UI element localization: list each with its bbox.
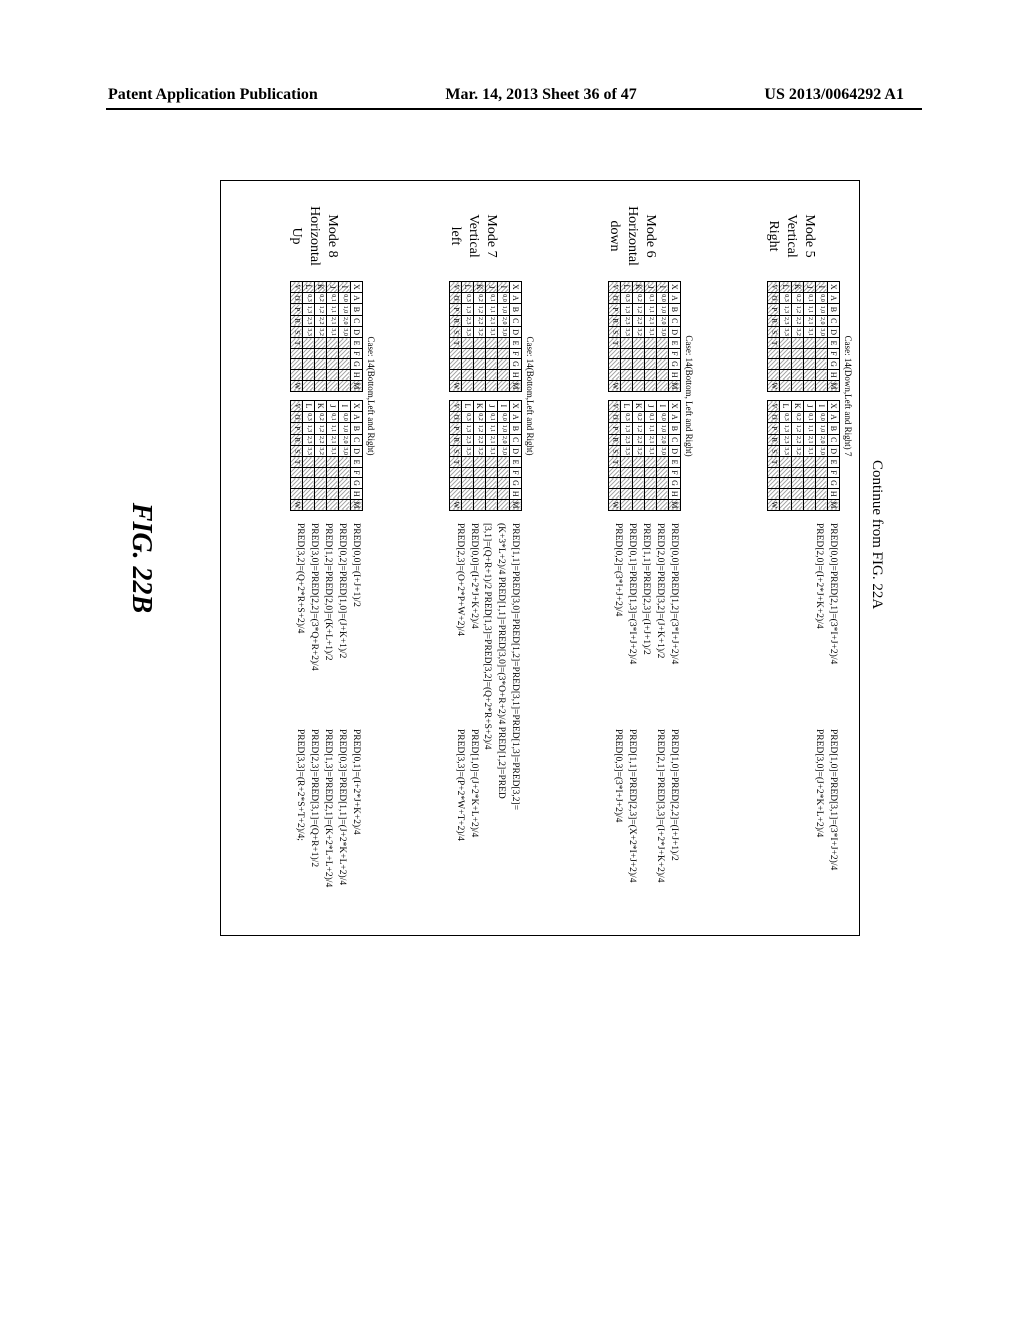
formulas-block: PRED[0,0]=PRED[2,1]=(3*I+J+2)/4PRED[1,0]… <box>812 511 853 925</box>
header-left: Patent Application Publication <box>108 86 318 104</box>
prediction-grid: XABCDEFGHMI0,01,02,03,0J0,11,12,13,1K0,2… <box>290 400 363 511</box>
prediction-grid: XABCDEFGHMI0,01,02,03,0J0,11,12,13,1K0,2… <box>449 400 522 511</box>
case-label: Case: 14(Bottom,Left and Right) <box>524 281 535 511</box>
mode-label: Mode 7Verticalleft <box>445 191 535 281</box>
continue-label: Continue from FIG. 22A <box>868 460 885 609</box>
prediction-grid: XABCDEFGHMI0,01,02,03,0J0,11,12,13,1K0,2… <box>608 400 681 511</box>
mode-row: Mode 5VerticalRightCase: 14(Down,Left an… <box>698 191 853 925</box>
figure-caption: FIG. 22B <box>125 180 157 936</box>
formulas-block: PRED[1,1]=PRED[3,0]=PRED[1,2]=PRED[3,1]=… <box>453 511 535 925</box>
case-label: Case: 14(Bottom,Left and Right) <box>365 281 376 511</box>
case-label: Case: 14(Bottom, Left and Right) <box>683 281 694 511</box>
page-header: Patent Application Publication Mar. 14, … <box>0 86 1024 104</box>
mode-label: Mode 8HorizontalUp <box>286 191 376 281</box>
figure-wrapper: Continue from FIG. 22A Mode 5VerticalRig… <box>140 220 900 900</box>
mode-label: Mode 5VerticalRight <box>763 191 853 281</box>
prediction-grid: XABCDEFGHMI0,01,02,03,0J0,11,12,13,1K0,2… <box>290 281 363 392</box>
prediction-grid: XABCDEFGHMI0,01,02,03,0J0,11,12,13,1K0,2… <box>767 281 840 392</box>
prediction-grid: XABCDEFGHMI0,01,02,03,0J0,11,12,13,1K0,2… <box>608 281 681 392</box>
mode-row: Mode 8HorizontalUpCase: 14(Bottom,Left a… <box>221 191 376 925</box>
header-right: US 2013/0064292 A1 <box>764 86 904 104</box>
formulas-block: PRED[0,0]=(I+J+1)/2PRED[0,1]=(I+2*J+K+2)… <box>293 511 376 925</box>
prediction-grid: XABCDEFGHMI0,01,02,03,0J0,11,12,13,1K0,2… <box>449 281 522 392</box>
figure-box: Mode 5VerticalRightCase: 14(Down,Left an… <box>220 180 860 936</box>
mode-label: Mode 6Horizontaldown <box>604 191 694 281</box>
case-label: Case: 14(Down,Left and Right) 7 <box>842 281 853 511</box>
header-divider <box>106 108 922 110</box>
prediction-grid: XABCDEFGHMI0,01,02,03,0J0,11,12,13,1K0,2… <box>767 400 840 511</box>
mode-row: Mode 6HorizontaldownCase: 14(Bottom, Lef… <box>539 191 694 925</box>
formulas-block: PRED[0,0]=PRED[1,2]=(3*I+J+2)/4PRED[1,0]… <box>611 511 694 925</box>
header-center: Mar. 14, 2013 Sheet 36 of 47 <box>445 86 636 104</box>
mode-row: Mode 7VerticalleftCase: 14(Bottom,Left a… <box>380 191 535 925</box>
